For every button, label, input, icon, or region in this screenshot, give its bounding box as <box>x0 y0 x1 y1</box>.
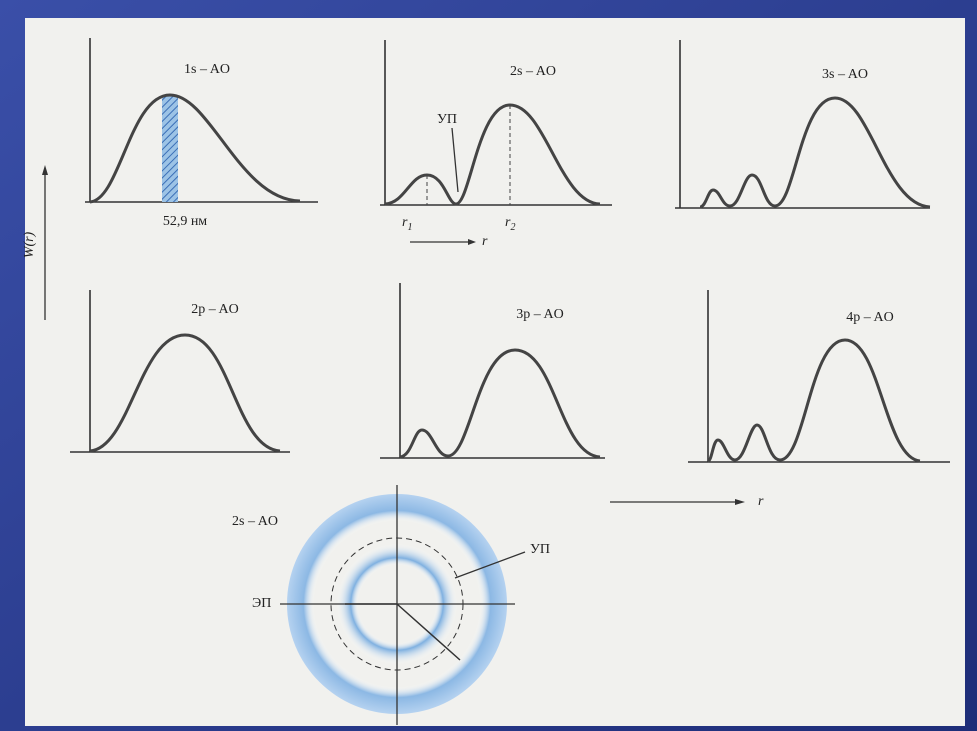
label: r <box>758 494 764 509</box>
panel-title: 4p – AO <box>846 310 893 325</box>
label: ЭП <box>252 596 271 611</box>
label: 1 <box>407 222 412 233</box>
cloud-title: 2s – AO <box>232 514 278 529</box>
panel-title: 1s – AO <box>184 62 230 77</box>
label: УП <box>437 112 457 127</box>
panel-title: 3s – AO <box>822 67 868 82</box>
panel-title: 2p – AO <box>191 302 238 317</box>
slide: 1s – AO 52,9 нм 2s – AO УП r1 r2 r 3s – … <box>0 0 977 731</box>
page: {"panels": [ {"title": "1s – AO"}, {"tit… <box>0 0 977 731</box>
panel-title: 2s – AO <box>510 64 556 79</box>
hatched-band <box>162 95 178 202</box>
label: УП <box>530 542 550 557</box>
label: 52,9 нм <box>163 214 207 229</box>
label: r <box>482 234 488 249</box>
panel-title: 3p – AO <box>516 307 563 322</box>
y-axis-label: W(r) <box>22 231 37 258</box>
label: 2 <box>510 222 515 233</box>
